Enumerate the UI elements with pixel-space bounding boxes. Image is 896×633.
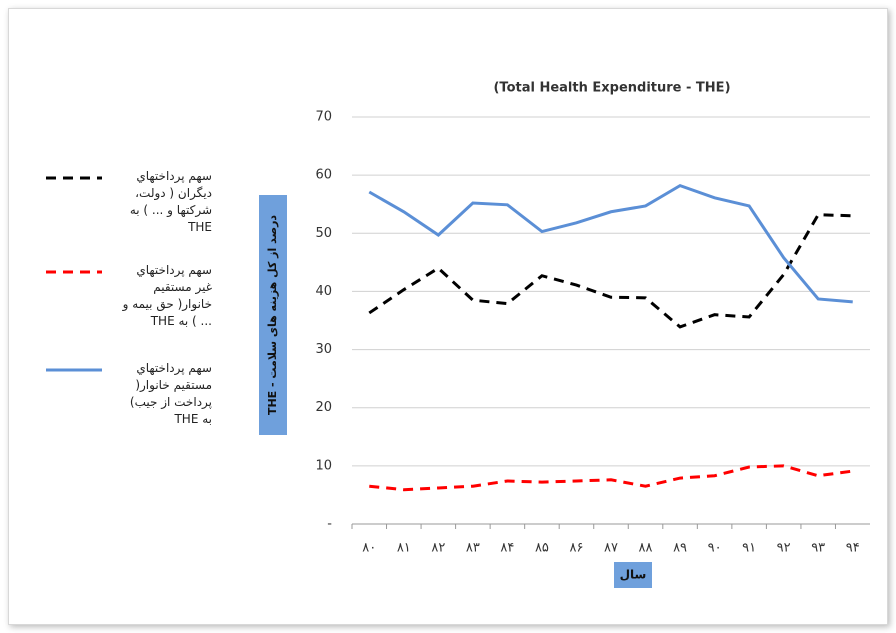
y-tick-label: 50 [315,226,332,241]
x-axis-label: سال [620,568,647,582]
x-tick-label: ۹۲ [777,541,791,556]
frame [8,8,888,625]
y-label-box [259,195,287,435]
x-tick-label: ۸۰ [362,541,376,556]
x-tick-label: ۸۱ [397,541,411,556]
x-tick-label: ۸۴ [500,541,514,556]
y-tick-label: 70 [315,110,332,125]
y-tick-label: 10 [315,458,332,473]
x-tick-label: ۸۲ [431,541,445,556]
y-tick-label: 30 [315,342,332,357]
legend-entry: سهم پرداختهاي ديگران ( دولت، شركتها و ..… [129,169,212,234]
x-tick-label: ۸۷ [604,541,618,556]
x-tick-label: ۸۹ [673,541,687,556]
x-tick-label: ۸۶ [569,541,583,556]
y-tick-label: 40 [315,284,332,299]
y-tick-label: 20 [315,400,332,415]
y-tick-label: - [327,517,332,532]
x-tick-label: ۹۴ [846,541,860,556]
x-label-box [614,562,652,588]
series-line [368,183,853,304]
y-axis-label: THE - درصد از کل هزینه های سلامت [266,215,279,415]
x-tick-label: ۸۳ [466,541,480,556]
x-tick-label: ۹۳ [811,541,825,556]
series-line [369,464,853,492]
x-tick-label: ۸۵ [535,541,549,556]
legend-entry: سهم پرداختهاي مستقيم خانوار( پرداخت از ج… [129,361,212,426]
y-tick-label: 60 [315,168,332,183]
legend-entry: سهم پرداختهاي غير مستقيم خانوار( حق بيمه… [122,263,212,328]
x-tick-label: ۸۸ [639,541,653,556]
chart-title: (Total Health Expenditure - THE) [493,81,730,96]
x-tick-label: ۹۰ [708,541,722,556]
x-tick-label: ۹۱ [742,541,756,556]
series-line [368,213,853,329]
